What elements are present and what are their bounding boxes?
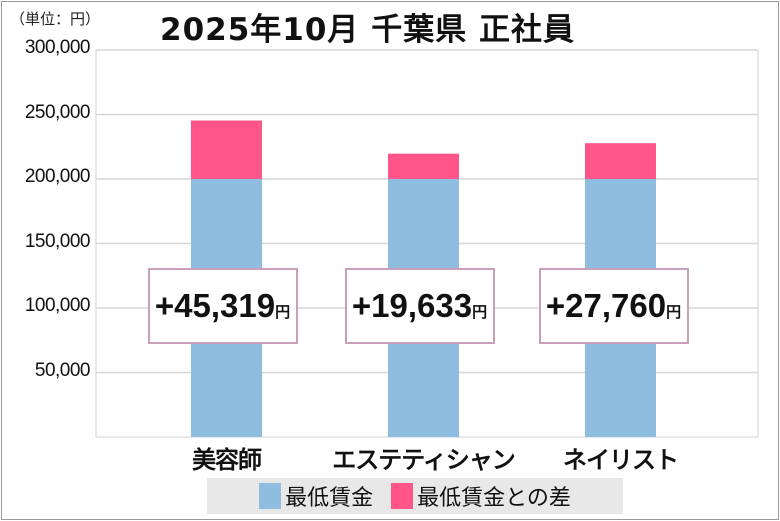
y-tick-label: 250,000: [24, 101, 91, 123]
bar-segment-diff: [388, 153, 459, 179]
data-label-unit: 円: [666, 303, 682, 321]
legend-item-diff: 最低賃金との差: [391, 480, 571, 512]
y-tick-label: 50,000: [34, 359, 91, 381]
category-label: 美容師: [192, 446, 262, 474]
data-label-value: +45,319: [154, 287, 276, 324]
y-tick-label: 300,000: [24, 37, 91, 58]
legend-item-min-wage: 最低賃金: [259, 480, 373, 512]
bar-segment-diff: [191, 120, 262, 179]
data-label-unit: 円: [275, 303, 291, 321]
legend-swatch: [391, 483, 414, 509]
data-label: +19,633 円: [344, 268, 495, 344]
data-label-value: +27,760: [545, 287, 667, 324]
unit-label: （単位：円）: [10, 10, 101, 28]
y-tick-label: 100,000: [24, 295, 91, 316]
legend-swatch: [259, 483, 282, 509]
y-tick-label: 150,000: [24, 230, 91, 252]
category-label: ネイリスト: [563, 446, 679, 474]
legend-label: 最低賃金との差: [417, 486, 571, 511]
bar-segment-diff: [585, 143, 656, 179]
data-label-value: +19,633: [351, 287, 473, 324]
category-label: エステティシャン: [332, 446, 516, 474]
data-label-unit: 円: [472, 303, 488, 321]
data-label: +27,760 円: [538, 268, 689, 344]
data-label: +45,319 円: [147, 268, 298, 344]
y-tick-label: 200,000: [24, 166, 91, 187]
chart-title: 2025年10月 千葉県 正社員: [160, 12, 576, 48]
legend: 最低賃金 最低賃金との差: [207, 478, 623, 514]
legend-label: 最低賃金: [285, 486, 374, 511]
